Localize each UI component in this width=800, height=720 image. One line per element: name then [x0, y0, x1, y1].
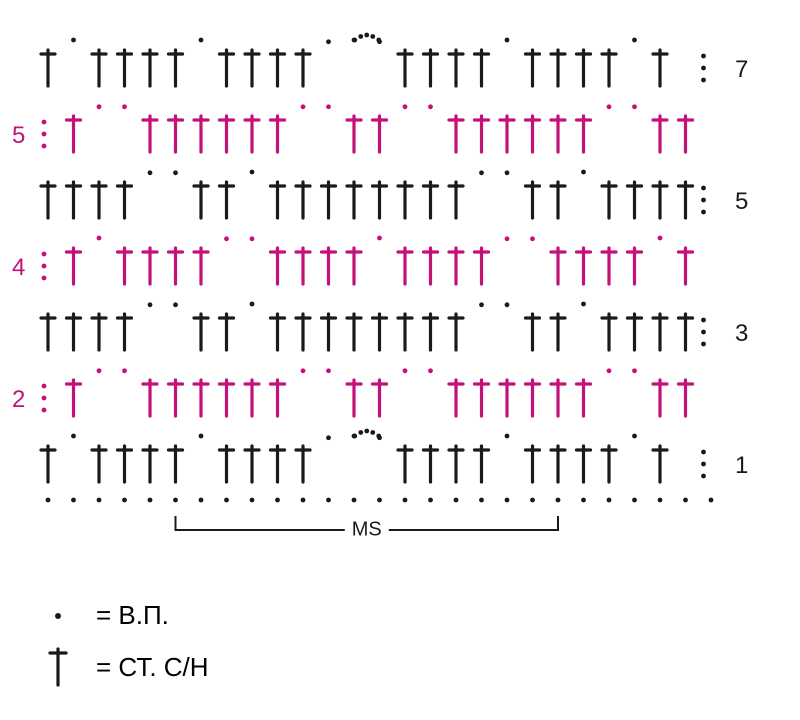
legend-chain-text: = В.П. — [96, 600, 169, 631]
row-label-right: 3 — [735, 320, 748, 348]
row-label-left: 2 — [12, 386, 25, 414]
svg-text:MS: MS — [352, 518, 382, 540]
row-label-right: 1 — [735, 452, 748, 480]
row-label-left: 5 — [12, 122, 25, 150]
legend-dc-text: = СТ. С/Н — [96, 652, 209, 683]
row-label-left: 4 — [12, 254, 25, 282]
row-label-right: 7 — [735, 56, 748, 84]
row-label-right: 5 — [735, 188, 748, 216]
legend: = В.П. = СТ. С/Н — [38, 600, 209, 703]
legend-dc: = СТ. С/Н — [38, 645, 209, 689]
crochet-chart: MS — [0, 0, 800, 580]
legend-chain: = В.П. — [38, 600, 209, 631]
